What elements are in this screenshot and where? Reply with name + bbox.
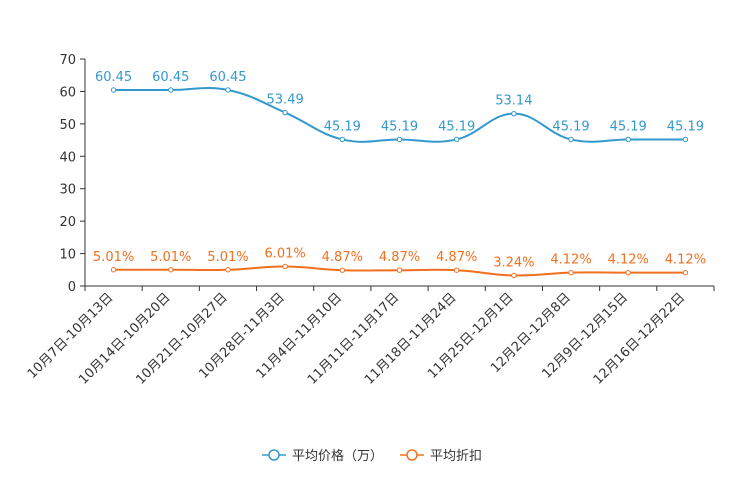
data-point xyxy=(568,136,574,143)
data-point xyxy=(339,267,346,273)
data-point xyxy=(168,267,174,273)
data-label: 60.45 xyxy=(209,70,246,85)
data-point xyxy=(625,269,631,276)
data-label: 4.87% xyxy=(322,250,363,265)
data-point xyxy=(282,263,288,270)
data-label: 5.01% xyxy=(207,250,248,265)
y-tick-label: 20 xyxy=(59,215,76,230)
data-point xyxy=(225,267,231,273)
data-label: 4.12% xyxy=(608,253,649,268)
data-label: 45.19 xyxy=(438,119,475,134)
data-point xyxy=(511,272,517,279)
data-point xyxy=(396,267,403,273)
y-tick-label: 0 xyxy=(68,280,76,295)
data-point xyxy=(339,136,346,143)
data-label: 45.19 xyxy=(552,119,589,134)
data-point xyxy=(453,136,460,143)
data-label: 45.19 xyxy=(324,119,361,134)
y-tick-label: 50 xyxy=(59,118,76,133)
legend-label[interactable]: 平均价格（万） xyxy=(292,448,383,464)
legend-marker xyxy=(406,449,418,461)
y-tick-label: 30 xyxy=(59,183,76,198)
y-tick-label: 60 xyxy=(59,85,76,100)
data-point xyxy=(568,269,574,276)
data-point xyxy=(453,267,460,273)
data-label: 4.87% xyxy=(436,250,477,265)
data-label: 60.45 xyxy=(95,70,132,85)
y-tick-label: 40 xyxy=(59,150,76,165)
data-point xyxy=(110,87,117,93)
data-label: 4.12% xyxy=(550,253,591,268)
data-point xyxy=(511,110,517,117)
data-point xyxy=(682,136,689,143)
legend-label[interactable]: 平均折扣 xyxy=(430,449,482,464)
y-tick-label: 70 xyxy=(59,53,76,68)
data-point xyxy=(225,87,231,93)
data-label: 5.01% xyxy=(93,250,134,265)
data-label: 4.87% xyxy=(379,250,420,265)
data-label: 53.49 xyxy=(267,93,304,108)
data-point xyxy=(396,136,403,143)
data-label: 45.19 xyxy=(667,119,704,134)
data-point xyxy=(682,269,689,276)
data-point xyxy=(282,109,288,116)
data-point xyxy=(168,87,174,93)
y-tick-label: 10 xyxy=(59,248,76,263)
legend-marker xyxy=(268,449,280,461)
data-point xyxy=(110,267,117,273)
data-label: 60.45 xyxy=(152,70,189,85)
data-label: 45.19 xyxy=(381,119,418,134)
data-label: 6.01% xyxy=(264,247,305,262)
data-label: 4.12% xyxy=(665,253,706,268)
data-point xyxy=(625,136,631,143)
data-label: 5.01% xyxy=(150,250,191,265)
data-label: 45.19 xyxy=(610,119,647,134)
data-label: 53.14 xyxy=(495,94,532,109)
data-label: 3.24% xyxy=(493,255,534,270)
